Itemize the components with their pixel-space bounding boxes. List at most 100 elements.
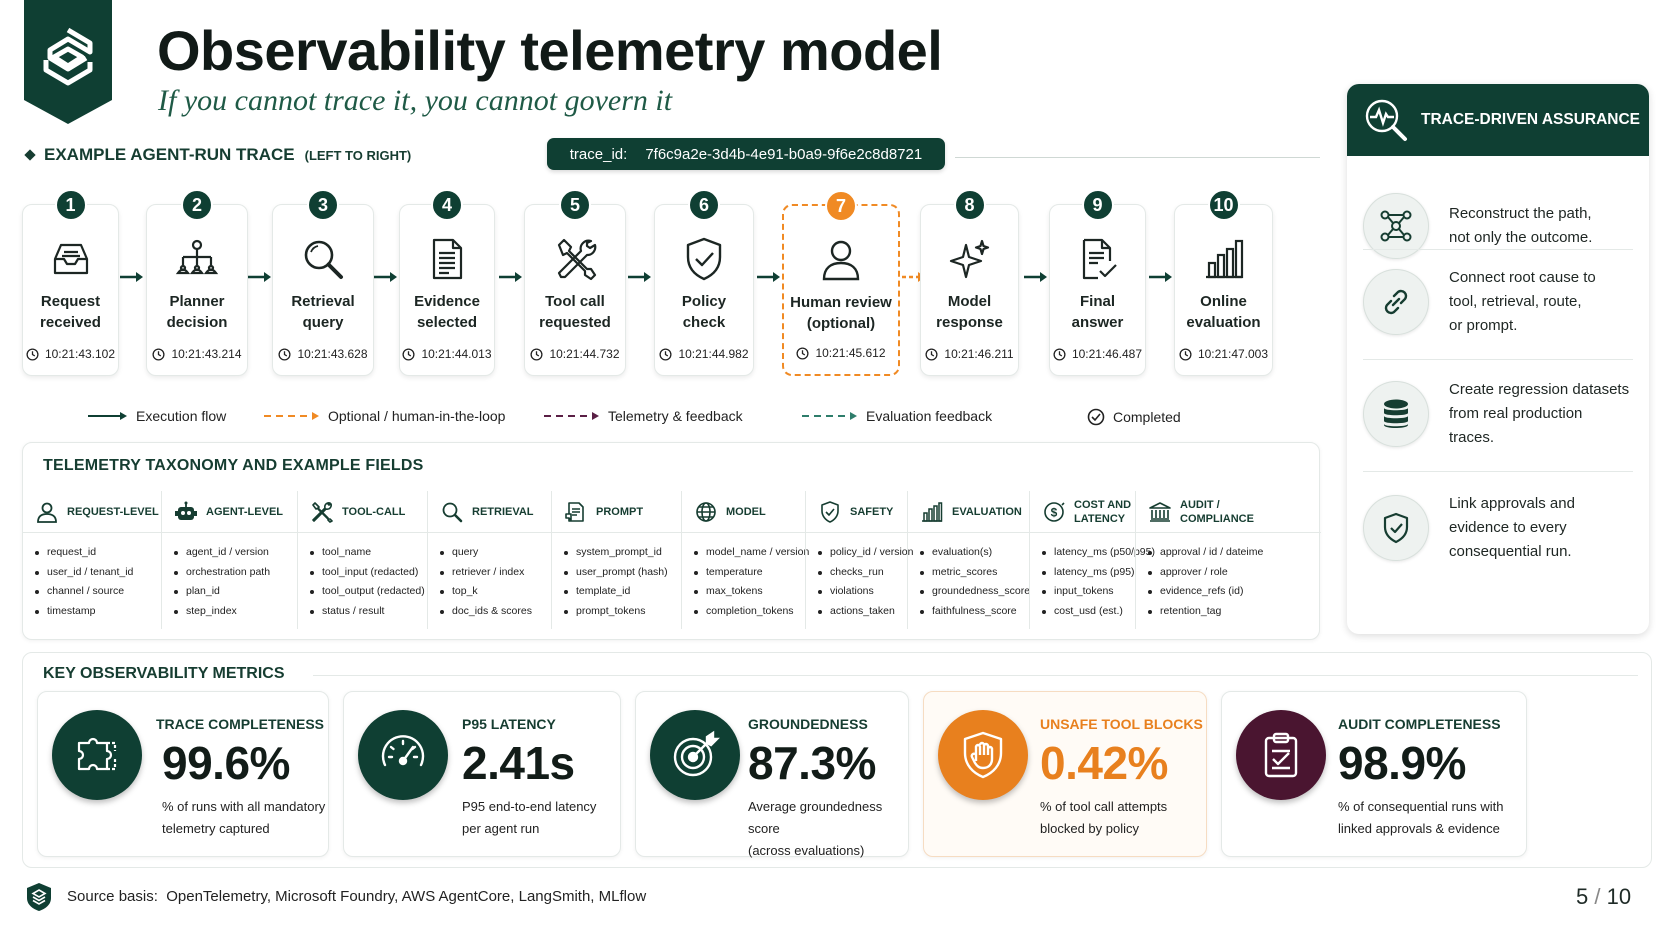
taxonomy-column-cost-latency: $ COST AND LATENCY latency_ms (p50/p95) … [1029, 491, 1155, 629]
trace-step-human-review[interactable]: 7 Human review (optional) 10:21:45.612 [782, 190, 900, 376]
trace-step-final-answer[interactable]: 9 Final answer 10:21:46.487 [1049, 189, 1146, 376]
taxonomy-column-title: AUDIT / COMPLIANCE [1180, 498, 1254, 525]
legend-execution-flow: Execution flow [88, 408, 226, 424]
trace-id-badge[interactable]: trace_id: 7f6c9a2e-3d4b-4e91-b0a9-9f6e2c… [547, 138, 945, 170]
dashed-arrow-icon [802, 412, 857, 420]
list-item: approval / id / dateime [1148, 543, 1321, 563]
step-number: 1 [54, 189, 87, 221]
page-separator: / [1594, 884, 1601, 909]
metric-label: P95 LATENCY [462, 716, 556, 732]
metric-value: 0.42% [1040, 737, 1168, 789]
list-item: policy_id / version [818, 543, 913, 563]
metric-label: AUDIT COMPLETENESS [1338, 716, 1501, 732]
trace-step-tool-call-requested[interactable]: 5 Tool call requested 10:21:44.732 [524, 189, 626, 376]
list-item: violations [818, 582, 907, 602]
trace-step-policy-check[interactable]: 6 Policy check 10:21:44.982 [654, 189, 754, 376]
trace-step-retrieval-query[interactable]: 3 Retrieval query 10:21:43.628 [272, 189, 374, 376]
taxonomy-field-list: system_prompt_id user_prompt (hash) temp… [552, 533, 681, 621]
network-icon [1380, 210, 1412, 242]
source-text: OpenTelemetry, Microsoft Foundry, AWS Ag… [166, 888, 647, 905]
trace-driven-assurance-panel: TRACE-DRIVEN ASSURANCE Reconstruct the p… [1347, 84, 1649, 634]
page-current: 5 [1576, 884, 1589, 909]
assurance-item-root-cause: Connect root cause to tool, retrieval, r… [1363, 244, 1633, 360]
metric-value: 87.3% [748, 737, 876, 789]
taxonomy-column-header: AUDIT / COMPLIANCE [1136, 491, 1321, 533]
metric-label: GROUNDEDNESS [748, 716, 868, 732]
trace-step-planner-decision[interactable]: 2 Planner decision 10:21:43.214 [146, 189, 248, 376]
list-item: template_id [564, 582, 681, 602]
step-number: 10 [1207, 189, 1240, 221]
assurance-item-text: Link approvals and evidence to every con… [1449, 495, 1575, 560]
list-item: latency_ms (p95) [1042, 563, 1135, 583]
divider [955, 157, 1320, 158]
clock-icon [278, 347, 291, 361]
legend-completed: Completed [1087, 408, 1181, 426]
taxonomy-column-header: RETRIEVAL [428, 491, 551, 533]
step-label: Request received [40, 293, 101, 331]
taxonomy-column-title: TOOL-CALL [342, 505, 406, 518]
taxonomy-column-title: SAFETY [850, 505, 894, 518]
trace-step-model-response[interactable]: 8 Model response 10:21:46.211 [920, 189, 1019, 376]
document-icon [432, 238, 463, 280]
list-item: groundedness_score [920, 582, 1030, 602]
trace-legend: Execution flow Optional / human-in-the-l… [88, 408, 1328, 428]
clock-icon [152, 347, 165, 361]
step-label: Human review (optional) [790, 294, 892, 332]
flow-arrow-icon [757, 272, 780, 282]
person-icon [822, 240, 860, 281]
metric-label: TRACE COMPLETENESS [156, 716, 325, 732]
user-icon [37, 502, 57, 523]
flow-arrow-icon [1024, 272, 1047, 282]
assurance-item-approvals: Link approvals and evidence to every con… [1363, 470, 1633, 586]
step-number: 5 [559, 189, 591, 221]
taxonomy-column-model: MODEL model_name / version temperature m… [681, 491, 809, 629]
key-metrics-panel: KEY OBSERVABILITY METRICS TRACE COMPLETE… [22, 652, 1652, 868]
list-item: doc_ids & scores [440, 602, 551, 622]
inbox-icon [53, 243, 88, 275]
bar-chart-icon [1205, 239, 1243, 279]
step-number: 7 [825, 190, 857, 222]
taxonomy-column-evaluation: EVALUATION evaluation(s) metric_scores g… [907, 491, 1030, 629]
taxonomy-field-list: approval / id / dateime approver / role … [1136, 533, 1321, 621]
list-item: agent_id / version [174, 543, 297, 563]
heartbeat-search-icon [1365, 99, 1407, 141]
divider [1363, 249, 1633, 250]
trace-section-heading: EXAMPLE AGENT-RUN TRACE (LEFT TO RIGHT) [24, 145, 412, 165]
step-number: 8 [953, 189, 986, 221]
assurance-icon-badge [1363, 381, 1429, 447]
taxonomy-column-agent-level: AGENT-LEVEL agent_id / version orchestra… [161, 491, 297, 629]
taxonomy-title: TELEMETRY TAXONOMY AND EXAMPLE FIELDS [43, 457, 424, 474]
trace-step-evidence-selected[interactable]: 4 Evidence selected 10:21:44.013 [399, 189, 495, 376]
taxonomy-column-title: AGENT-LEVEL [206, 505, 284, 518]
step-number: 6 [688, 189, 720, 221]
clock-icon [530, 347, 543, 361]
taxonomy-column-title: PROMPT [596, 505, 644, 518]
step-label: Planner decision [166, 293, 228, 331]
flow-arrow-icon [628, 272, 651, 282]
list-item: timestamp [35, 602, 161, 622]
step-label: Final answer [1071, 293, 1124, 331]
step-timestamp: 10:21:44.982 [659, 347, 749, 361]
step-time-value: 10:21:45.612 [815, 346, 886, 360]
step-time-value: 10:21:44.732 [549, 347, 620, 361]
taxonomy-field-list: request_id user_id / tenant_id channel /… [23, 533, 161, 621]
search-icon [304, 240, 343, 279]
trace-step-request-received[interactable]: 1 Request received 10:21:43.102 [22, 189, 119, 376]
list-item: request_id [35, 543, 161, 563]
list-item: prompt_tokens [564, 602, 681, 622]
shield-check-icon [686, 237, 722, 281]
assurance-item-regression: Create regression datasets from real pro… [1363, 356, 1633, 472]
legend-telemetry: Telemetry & feedback [544, 408, 743, 424]
list-item: step_index [174, 602, 297, 622]
metric-icon-badge [52, 710, 142, 800]
step-number: 4 [431, 189, 463, 221]
divider [1363, 471, 1633, 472]
taxonomy-field-list: evaluation(s) metric_scores groundedness… [908, 533, 1030, 621]
legend-label: Execution flow [136, 408, 227, 424]
flow-arrow-icon [120, 272, 143, 282]
clock-icon [925, 347, 938, 361]
trace-step-online-evaluation[interactable]: 10 Online evaluation 10:21:47.003 [1174, 189, 1273, 376]
taxonomy-column-header: $ COST AND LATENCY [1030, 491, 1135, 533]
trace-heading-note: (LEFT TO RIGHT) [304, 147, 412, 163]
taxonomy-field-list: model_name / version temperature max_tok… [682, 533, 809, 621]
